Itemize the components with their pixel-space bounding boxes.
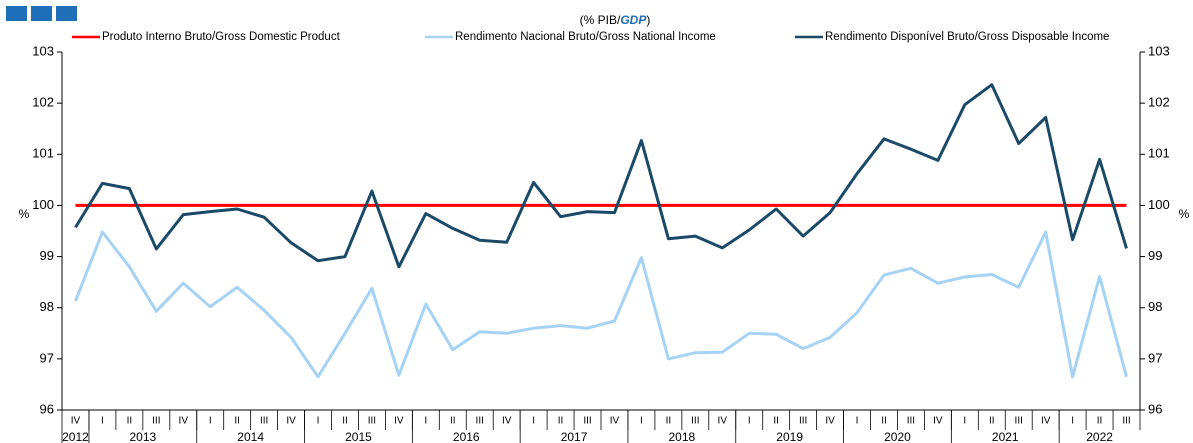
series-line (74, 83, 1128, 269)
x-tick-label: III (583, 416, 591, 427)
x-tick-label: III (152, 416, 160, 427)
x-tick-label: IV (179, 416, 189, 427)
y-axis-label: % (19, 207, 30, 221)
y2-tick-label: 100 (1148, 197, 1170, 212)
x-group-label: 2014 (237, 430, 264, 443)
x-group-label: 2013 (129, 430, 156, 443)
x-tick-label: I (101, 416, 104, 427)
x-tick-label: II (773, 416, 779, 427)
x-tick-label: IV (718, 416, 728, 427)
x-tick-label: II (666, 416, 672, 427)
series-line (74, 230, 1128, 379)
x-group-label: 2016 (453, 430, 480, 443)
x-tick-label: III (260, 416, 268, 427)
x-group-label: 2015 (345, 430, 372, 443)
logo-block (31, 6, 52, 21)
x-tick-label: IV (825, 416, 835, 427)
x-tick-label: II (234, 416, 240, 427)
x-tick-label: I (1071, 416, 1074, 427)
legend-label: Rendimento Nacional Bruto/Gross National… (455, 31, 716, 43)
y-tick-label: 103 (32, 43, 54, 58)
x-group-label: 2017 (561, 430, 588, 443)
y-tick-label: 97 (40, 350, 54, 365)
legend-label: Produto Interno Bruto/Gross Domestic Pro… (102, 31, 341, 43)
x-tick-label: II (1097, 416, 1103, 427)
x-tick-label: I (640, 416, 643, 427)
y2-tick-label: 101 (1148, 146, 1170, 161)
x-tick-label: I (317, 416, 320, 427)
x-tick-label: IV (1041, 416, 1051, 427)
x-tick-label: I (748, 416, 751, 427)
y2-tick-label: 99 (1148, 248, 1162, 263)
x-group-label: 2018 (668, 430, 695, 443)
x-tick-label: II (558, 416, 564, 427)
y-tick-label: 100 (32, 197, 54, 212)
x-tick-label: III (907, 416, 915, 427)
title-part: (% PIB/ (580, 13, 621, 27)
x-tick-label: I (963, 416, 966, 427)
y2-axis-label: % (1179, 207, 1190, 221)
x-tick-label: III (476, 416, 484, 427)
x-tick-label: IV (286, 416, 296, 427)
y-tick-label: 96 (40, 401, 54, 416)
y2-tick-label: 103 (1148, 43, 1170, 58)
y2-tick-label: 96 (1148, 401, 1162, 416)
x-group-label: 2022 (1086, 430, 1113, 443)
x-tick-label: IV (394, 416, 404, 427)
x-tick-label: III (799, 416, 807, 427)
x-tick-label: IV (502, 416, 512, 427)
y-tick-label: 101 (32, 146, 54, 161)
x-tick-label: II (127, 416, 133, 427)
title-part: GDP (620, 13, 647, 27)
y-tick-label: 102 (32, 95, 54, 110)
x-tick-label: III (1122, 416, 1130, 427)
x-tick-label: I (532, 416, 535, 427)
legend-label: Rendimento Disponível Bruto/Gross Dispos… (825, 31, 1109, 43)
y2-tick-label: 97 (1148, 350, 1162, 365)
x-group-label: 2020 (884, 430, 911, 443)
x-tick-label: III (691, 416, 699, 427)
logo-block (6, 6, 27, 21)
y-tick-label: 98 (40, 299, 54, 314)
x-tick-label: II (342, 416, 348, 427)
x-tick-label: IV (71, 416, 81, 427)
chart-title: (% PIB/GDP) (580, 13, 651, 27)
x-tick-label: II (881, 416, 887, 427)
y-tick-label: 99 (40, 248, 54, 263)
x-tick-label: II (450, 416, 456, 427)
logo-block (56, 6, 77, 21)
x-tick-label: II (989, 416, 995, 427)
y2-tick-label: 102 (1148, 95, 1170, 110)
x-tick-label: IV (933, 416, 943, 427)
x-group-label: 2021 (992, 430, 1019, 443)
x-tick-label: III (368, 416, 376, 427)
x-tick-label: IV (610, 416, 620, 427)
x-group-label: 2012 (62, 430, 89, 443)
title-part: ) (646, 13, 650, 27)
x-tick-label: I (856, 416, 859, 427)
x-tick-label: I (209, 416, 212, 427)
x-tick-label: I (424, 416, 427, 427)
x-tick-label: III (1015, 416, 1023, 427)
x-group-label: 2019 (776, 430, 803, 443)
y2-tick-label: 98 (1148, 299, 1162, 314)
